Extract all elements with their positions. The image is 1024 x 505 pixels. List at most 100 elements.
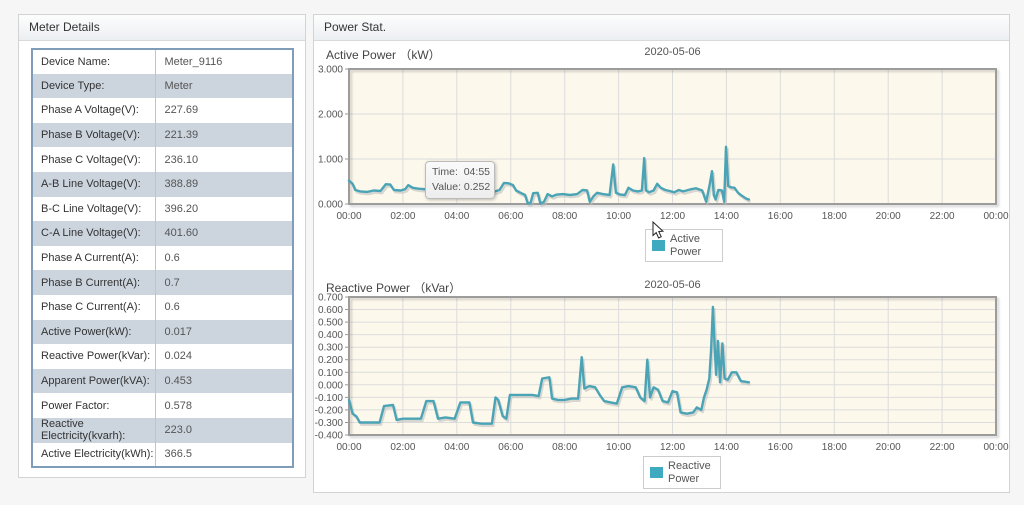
tooltip-time-label: Time: — [432, 166, 458, 178]
svg-text:00:00: 00:00 — [983, 442, 1008, 453]
svg-text:-0.200: -0.200 — [315, 405, 344, 416]
row-label: Active Power(kW): — [32, 319, 157, 345]
active-power-chart-title: Active Power （kW） — [326, 48, 441, 62]
reactive-power-chart-date: 2020-05-06 — [644, 279, 701, 291]
svg-text:18:00: 18:00 — [822, 442, 847, 453]
table-row: Reactive Electricity(kvarh): 223.0 — [32, 417, 293, 443]
svg-text:0.200: 0.200 — [318, 355, 343, 366]
row-label: Device Name: — [32, 49, 157, 74]
table-row: Phase A Voltage(V): 227.69 — [32, 98, 293, 123]
row-label: Phase B Voltage(V): — [32, 122, 157, 148]
active-power-chart-date: 2020-05-06 — [644, 46, 701, 58]
svg-text:-0.300: -0.300 — [315, 418, 344, 429]
svg-text:08:00: 08:00 — [552, 442, 577, 453]
svg-text:3.000: 3.000 — [318, 65, 343, 76]
row-value: 0.578 — [155, 393, 293, 418]
chart-tooltip: Time: 04:55 Value: 0.252 — [425, 161, 495, 200]
tooltip-value: 0.252 — [463, 181, 491, 194]
svg-text:08:00: 08:00 — [552, 211, 577, 222]
svg-text:14:00: 14:00 — [714, 211, 739, 222]
row-label: Reactive Power(kVar): — [32, 344, 157, 369]
row-label: Phase B Current(A): — [32, 270, 157, 295]
legend-swatch — [652, 240, 665, 252]
row-value: 0.017 — [155, 319, 293, 345]
svg-text:10:00: 10:00 — [606, 211, 631, 222]
power-stat-title: Power Stat. — [314, 15, 1009, 41]
table-row: Device Type: Meter — [32, 73, 293, 99]
svg-text:20:00: 20:00 — [876, 442, 901, 453]
power-stat-panel: Power Stat. Active Power （kW） 2020-05-06… — [313, 14, 1010, 493]
meter-details-panel: Meter Details Device Name: Meter_9116 Dev… — [18, 14, 306, 478]
table-row: Phase A Current(A): 0.6 — [32, 245, 293, 271]
svg-text:0.600: 0.600 — [318, 305, 343, 316]
row-value: 0.6 — [155, 294, 293, 320]
svg-text:-0.400: -0.400 — [315, 431, 344, 442]
svg-text:02:00: 02:00 — [390, 211, 415, 222]
row-label: C-A Line Voltage(V): — [32, 221, 157, 246]
svg-text:00:00: 00:00 — [336, 211, 361, 222]
svg-text:-0.100: -0.100 — [315, 393, 344, 404]
svg-text:10:00: 10:00 — [606, 442, 631, 453]
row-label: A-B Line Voltage(V): — [32, 171, 157, 197]
table-row: A-B Line Voltage(V): 388.89 — [32, 171, 293, 197]
row-value: 221.39 — [155, 122, 293, 148]
svg-text:22:00: 22:00 — [930, 211, 955, 222]
meter-details-title: Meter Details — [19, 15, 305, 41]
row-label: Reactive Electricity(kvarh): — [32, 417, 157, 443]
table-row: Phase B Current(A): 0.7 — [32, 270, 293, 295]
row-label: Phase A Voltage(V): — [32, 98, 157, 123]
svg-text:04:00: 04:00 — [444, 442, 469, 453]
row-value: 0.453 — [155, 368, 293, 394]
row-label: B-C Line Voltage(V): — [32, 196, 157, 222]
table-row: Phase C Current(A): 0.6 — [32, 294, 293, 320]
row-value: 388.89 — [155, 171, 293, 197]
svg-text:04:00: 04:00 — [444, 211, 469, 222]
table-row: C-A Line Voltage(V): 401.60 — [32, 221, 293, 246]
svg-text:0.300: 0.300 — [318, 343, 343, 354]
row-value: 223.0 — [155, 417, 293, 443]
svg-text:2.000: 2.000 — [318, 110, 343, 121]
row-value: 227.69 — [155, 98, 293, 123]
svg-text:0.000: 0.000 — [318, 380, 343, 391]
svg-text:00:00: 00:00 — [983, 211, 1008, 222]
table-row: Phase C Voltage(V): 236.10 — [32, 147, 293, 172]
row-value: 0.6 — [155, 245, 293, 271]
row-value: 0.024 — [155, 344, 293, 369]
svg-text:06:00: 06:00 — [498, 211, 523, 222]
row-label: Phase C Current(A): — [32, 294, 157, 320]
svg-text:0.500: 0.500 — [318, 318, 343, 329]
table-row: Active Electricity(kWh): 366.5 — [32, 442, 293, 468]
table-row: Active Power(kW): 0.017 — [32, 319, 293, 345]
row-value: 0.7 — [155, 270, 293, 295]
row-label: Active Electricity(kWh): — [32, 442, 157, 468]
svg-text:0.700: 0.700 — [318, 293, 343, 304]
svg-text:06:00: 06:00 — [498, 442, 523, 453]
tooltip-time-value: 04:55 — [463, 166, 490, 178]
table-row: Phase B Voltage(V): 221.39 — [32, 122, 293, 148]
row-value: 396.20 — [155, 196, 293, 222]
row-value: 366.5 — [155, 442, 293, 468]
table-row: Reactive Power(kVar): 0.024 — [32, 344, 293, 369]
svg-text:1.000: 1.000 — [318, 155, 343, 166]
reactive-power-chart-title: Reactive Power （kVar） — [326, 281, 462, 295]
legend-swatch — [650, 467, 663, 479]
svg-text:02:00: 02:00 — [390, 442, 415, 453]
meter-details-table: Device Name: Meter_9116 Device Type: Meter… — [31, 48, 294, 469]
svg-text:0.100: 0.100 — [318, 368, 343, 379]
svg-text:12:00: 12:00 — [660, 211, 685, 222]
table-row: Power Factor: 0.578 — [32, 393, 293, 418]
table-row: Apparent Power(kVA): 0.453 — [32, 368, 293, 394]
legend-label: Reactive Power — [668, 460, 711, 485]
svg-text:0.000: 0.000 — [318, 200, 343, 211]
row-value: Meter — [155, 73, 293, 99]
svg-text:22:00: 22:00 — [930, 442, 955, 453]
table-row: Device Name: Meter_9116 — [32, 49, 293, 74]
reactive-power-legend[interactable]: Reactive Power — [643, 456, 721, 490]
mouse-cursor-icon — [652, 221, 664, 239]
row-label: Power Factor: — [32, 393, 157, 418]
row-label: Phase C Voltage(V): — [32, 147, 157, 172]
svg-text:12:00: 12:00 — [660, 442, 685, 453]
